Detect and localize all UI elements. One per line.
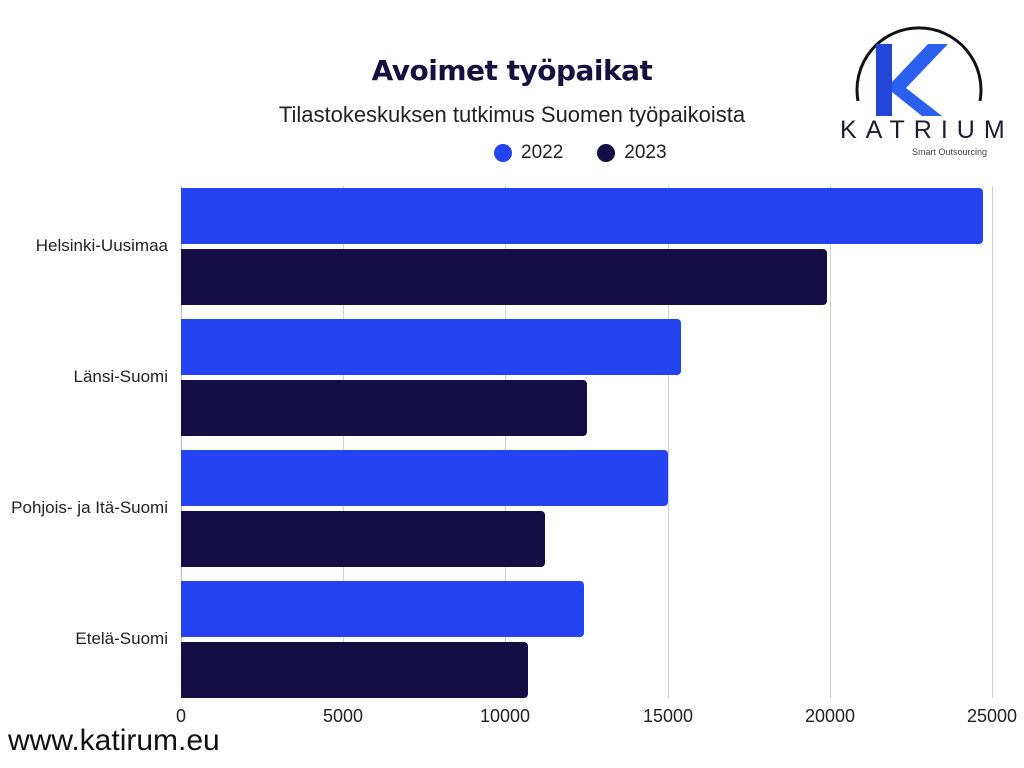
gridline-25000 xyxy=(992,186,993,698)
plot-area xyxy=(181,186,993,698)
footer-website-url: www.katirum.eu xyxy=(8,724,220,757)
legend-item-2022: 2022 xyxy=(494,142,563,164)
legend-dot-2023 xyxy=(597,144,616,162)
y-axis-line xyxy=(181,186,182,698)
category-label-pohjois-ja-ita-suomi: Pohjois- ja Itä-Suomi xyxy=(11,498,168,517)
bar-lansi-2022 xyxy=(181,319,681,375)
chart-subtitle: Tilastokeskuksen tutkimus Suomen työpaik… xyxy=(278,102,746,127)
legend-item-2023: 2023 xyxy=(597,142,667,164)
x-tick-25000: 25000 xyxy=(966,706,1018,726)
katrium-logo-icon xyxy=(855,26,983,116)
x-tick-20000: 20000 xyxy=(804,706,856,726)
logo-tagline: Smart Outsourcing xyxy=(912,147,988,157)
logo-wordmark: KATRIUM xyxy=(840,116,1014,144)
bar-pohjois-2023 xyxy=(181,511,545,567)
legend: 2022 2023 xyxy=(494,142,701,164)
x-tick-5000: 5000 xyxy=(322,706,364,726)
legend-label-2023: 2023 xyxy=(624,142,667,163)
x-tick-15000: 15000 xyxy=(642,706,694,726)
category-label-etela-suomi: Etelä-Suomi xyxy=(75,629,168,648)
gridline-10000 xyxy=(505,186,506,698)
x-tick-10000: 10000 xyxy=(479,706,531,726)
bar-helsinki-2022 xyxy=(181,188,983,244)
gridline-20000 xyxy=(830,186,831,698)
gridline-5000 xyxy=(343,186,344,698)
legend-dot-2022 xyxy=(494,144,512,162)
bar-lansi-2023 xyxy=(181,380,587,436)
chart-title: Avoimet työpaikat xyxy=(371,54,653,87)
x-tick-0: 0 xyxy=(175,706,187,726)
bar-pohjois-2022 xyxy=(181,450,668,506)
bar-etela-2022 xyxy=(181,581,584,637)
category-label-helsinki-uusimaa: Helsinki-Uusimaa xyxy=(35,236,168,255)
bar-etela-2023 xyxy=(181,642,528,698)
legend-label-2022: 2022 xyxy=(521,142,564,163)
gridline-15000 xyxy=(668,186,669,698)
category-label-lansi-suomi: Länsi-Suomi xyxy=(73,367,169,386)
bar-helsinki-2023 xyxy=(181,249,827,305)
